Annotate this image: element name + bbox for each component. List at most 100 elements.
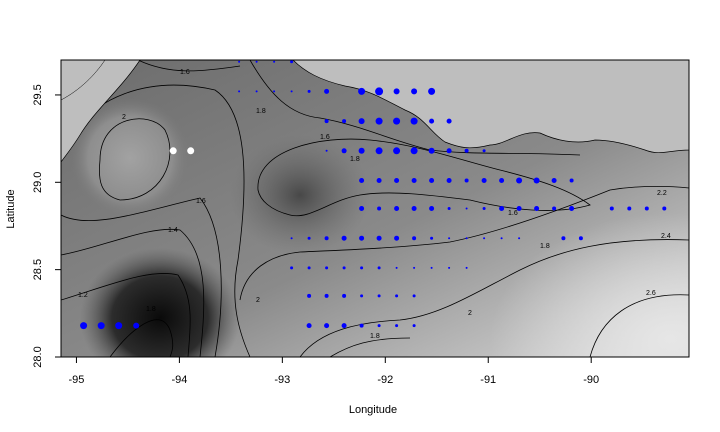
contour-label: 1.6 <box>320 134 330 141</box>
y-tick-label: 28.0 <box>32 346 44 367</box>
x-tick-label: -91 <box>480 374 496 386</box>
y-axis-label: Latitude <box>5 189 17 228</box>
contour-labels: 1.6 2 1.8 1.6 1.8 1.6 1.4 1.2 1.8 2 1.8 … <box>78 69 671 340</box>
sample-point <box>358 118 365 125</box>
contour-line <box>137 60 241 72</box>
sample-point <box>413 266 416 269</box>
sample-point <box>376 235 382 241</box>
sample-point <box>376 178 382 183</box>
contour-line <box>61 84 251 357</box>
sample-point <box>342 293 347 298</box>
sample-point <box>238 60 241 63</box>
sample-point <box>412 236 417 241</box>
sample-point <box>325 266 329 270</box>
contour-label: 2 <box>468 310 472 317</box>
sample-point <box>447 207 451 210</box>
sample-point <box>360 266 364 270</box>
sample-point <box>306 323 312 329</box>
sample-point <box>393 88 400 95</box>
sample-point <box>569 206 575 211</box>
sample-point <box>500 237 503 240</box>
contour-line <box>249 60 581 156</box>
sample-point <box>429 178 435 183</box>
sample-point <box>324 293 329 298</box>
sample-point <box>465 266 468 269</box>
sample-point <box>411 178 417 183</box>
sample-point <box>430 266 433 269</box>
contour-line <box>239 185 689 301</box>
sample-point <box>325 149 328 152</box>
sample-point <box>358 87 366 95</box>
raster-layer <box>61 60 689 357</box>
sample-point <box>97 322 105 330</box>
sample-point <box>395 294 399 298</box>
sample-point <box>578 236 583 241</box>
contour-label: 1.8 <box>370 333 380 340</box>
sample-point <box>377 266 381 270</box>
sample-point <box>341 148 347 154</box>
y-tick-label: 28.5 <box>32 259 44 280</box>
contour-line <box>257 138 591 217</box>
sample-point <box>238 90 241 93</box>
sample-point <box>342 266 346 270</box>
sample-point <box>359 323 364 328</box>
contour-label: 2.2 <box>657 190 667 197</box>
sample-point <box>133 322 140 329</box>
sample-point <box>273 60 276 63</box>
contour-label: 2.4 <box>661 233 671 240</box>
sample-point <box>499 206 505 211</box>
contour-line <box>61 197 222 357</box>
contour-label: 1.8 <box>350 156 360 163</box>
sample-point <box>410 147 418 155</box>
raster-mid-region <box>230 135 370 255</box>
sample-point <box>255 90 258 93</box>
sample-point <box>342 119 347 124</box>
sample-point <box>255 60 258 63</box>
x-tick-label: -90 <box>583 374 599 386</box>
contour-lines <box>61 60 689 357</box>
sample-point <box>551 178 557 183</box>
sample-point <box>518 237 521 240</box>
sample-point <box>307 89 311 93</box>
contour-line <box>61 272 191 357</box>
sample-point <box>662 206 667 211</box>
sample-point <box>290 90 293 93</box>
highlight-point <box>169 147 177 155</box>
sample-point <box>534 206 540 211</box>
x-axis-label: Longitude <box>349 404 397 416</box>
x-tick-label: -93 <box>274 374 290 386</box>
y-tick-label: 29.0 <box>32 172 44 193</box>
contour-label: 1.8 <box>146 306 156 313</box>
contour-label: 1.4 <box>168 227 178 234</box>
sample-point <box>429 206 435 211</box>
sample-point <box>377 206 382 211</box>
sample-point <box>411 88 418 95</box>
sample-point <box>341 235 347 241</box>
sample-point <box>324 119 329 124</box>
sample-point <box>341 323 347 329</box>
sample-point <box>609 206 614 211</box>
sample-point <box>307 236 311 240</box>
contour-label: 1.6 <box>508 210 518 217</box>
sample-point <box>307 293 312 298</box>
sample-point <box>307 266 311 270</box>
sample-point <box>290 237 293 240</box>
sample-point <box>552 206 557 211</box>
sample-point <box>324 88 330 94</box>
contour-line <box>299 239 689 357</box>
sample-point <box>360 294 364 298</box>
x-tick-label: -94 <box>171 374 187 386</box>
sample-point <box>410 117 418 125</box>
sample-point <box>358 147 365 154</box>
sample-point <box>375 117 383 125</box>
sample-point <box>465 207 468 210</box>
raster-dark-region <box>80 248 240 357</box>
sample-point <box>395 324 399 328</box>
contour-label: 2 <box>122 114 126 121</box>
sample-point <box>430 236 434 240</box>
sample-point <box>377 324 381 328</box>
sample-point <box>359 178 365 183</box>
sample-point <box>359 235 365 241</box>
sample-point <box>393 147 401 155</box>
sample-point <box>446 118 452 124</box>
